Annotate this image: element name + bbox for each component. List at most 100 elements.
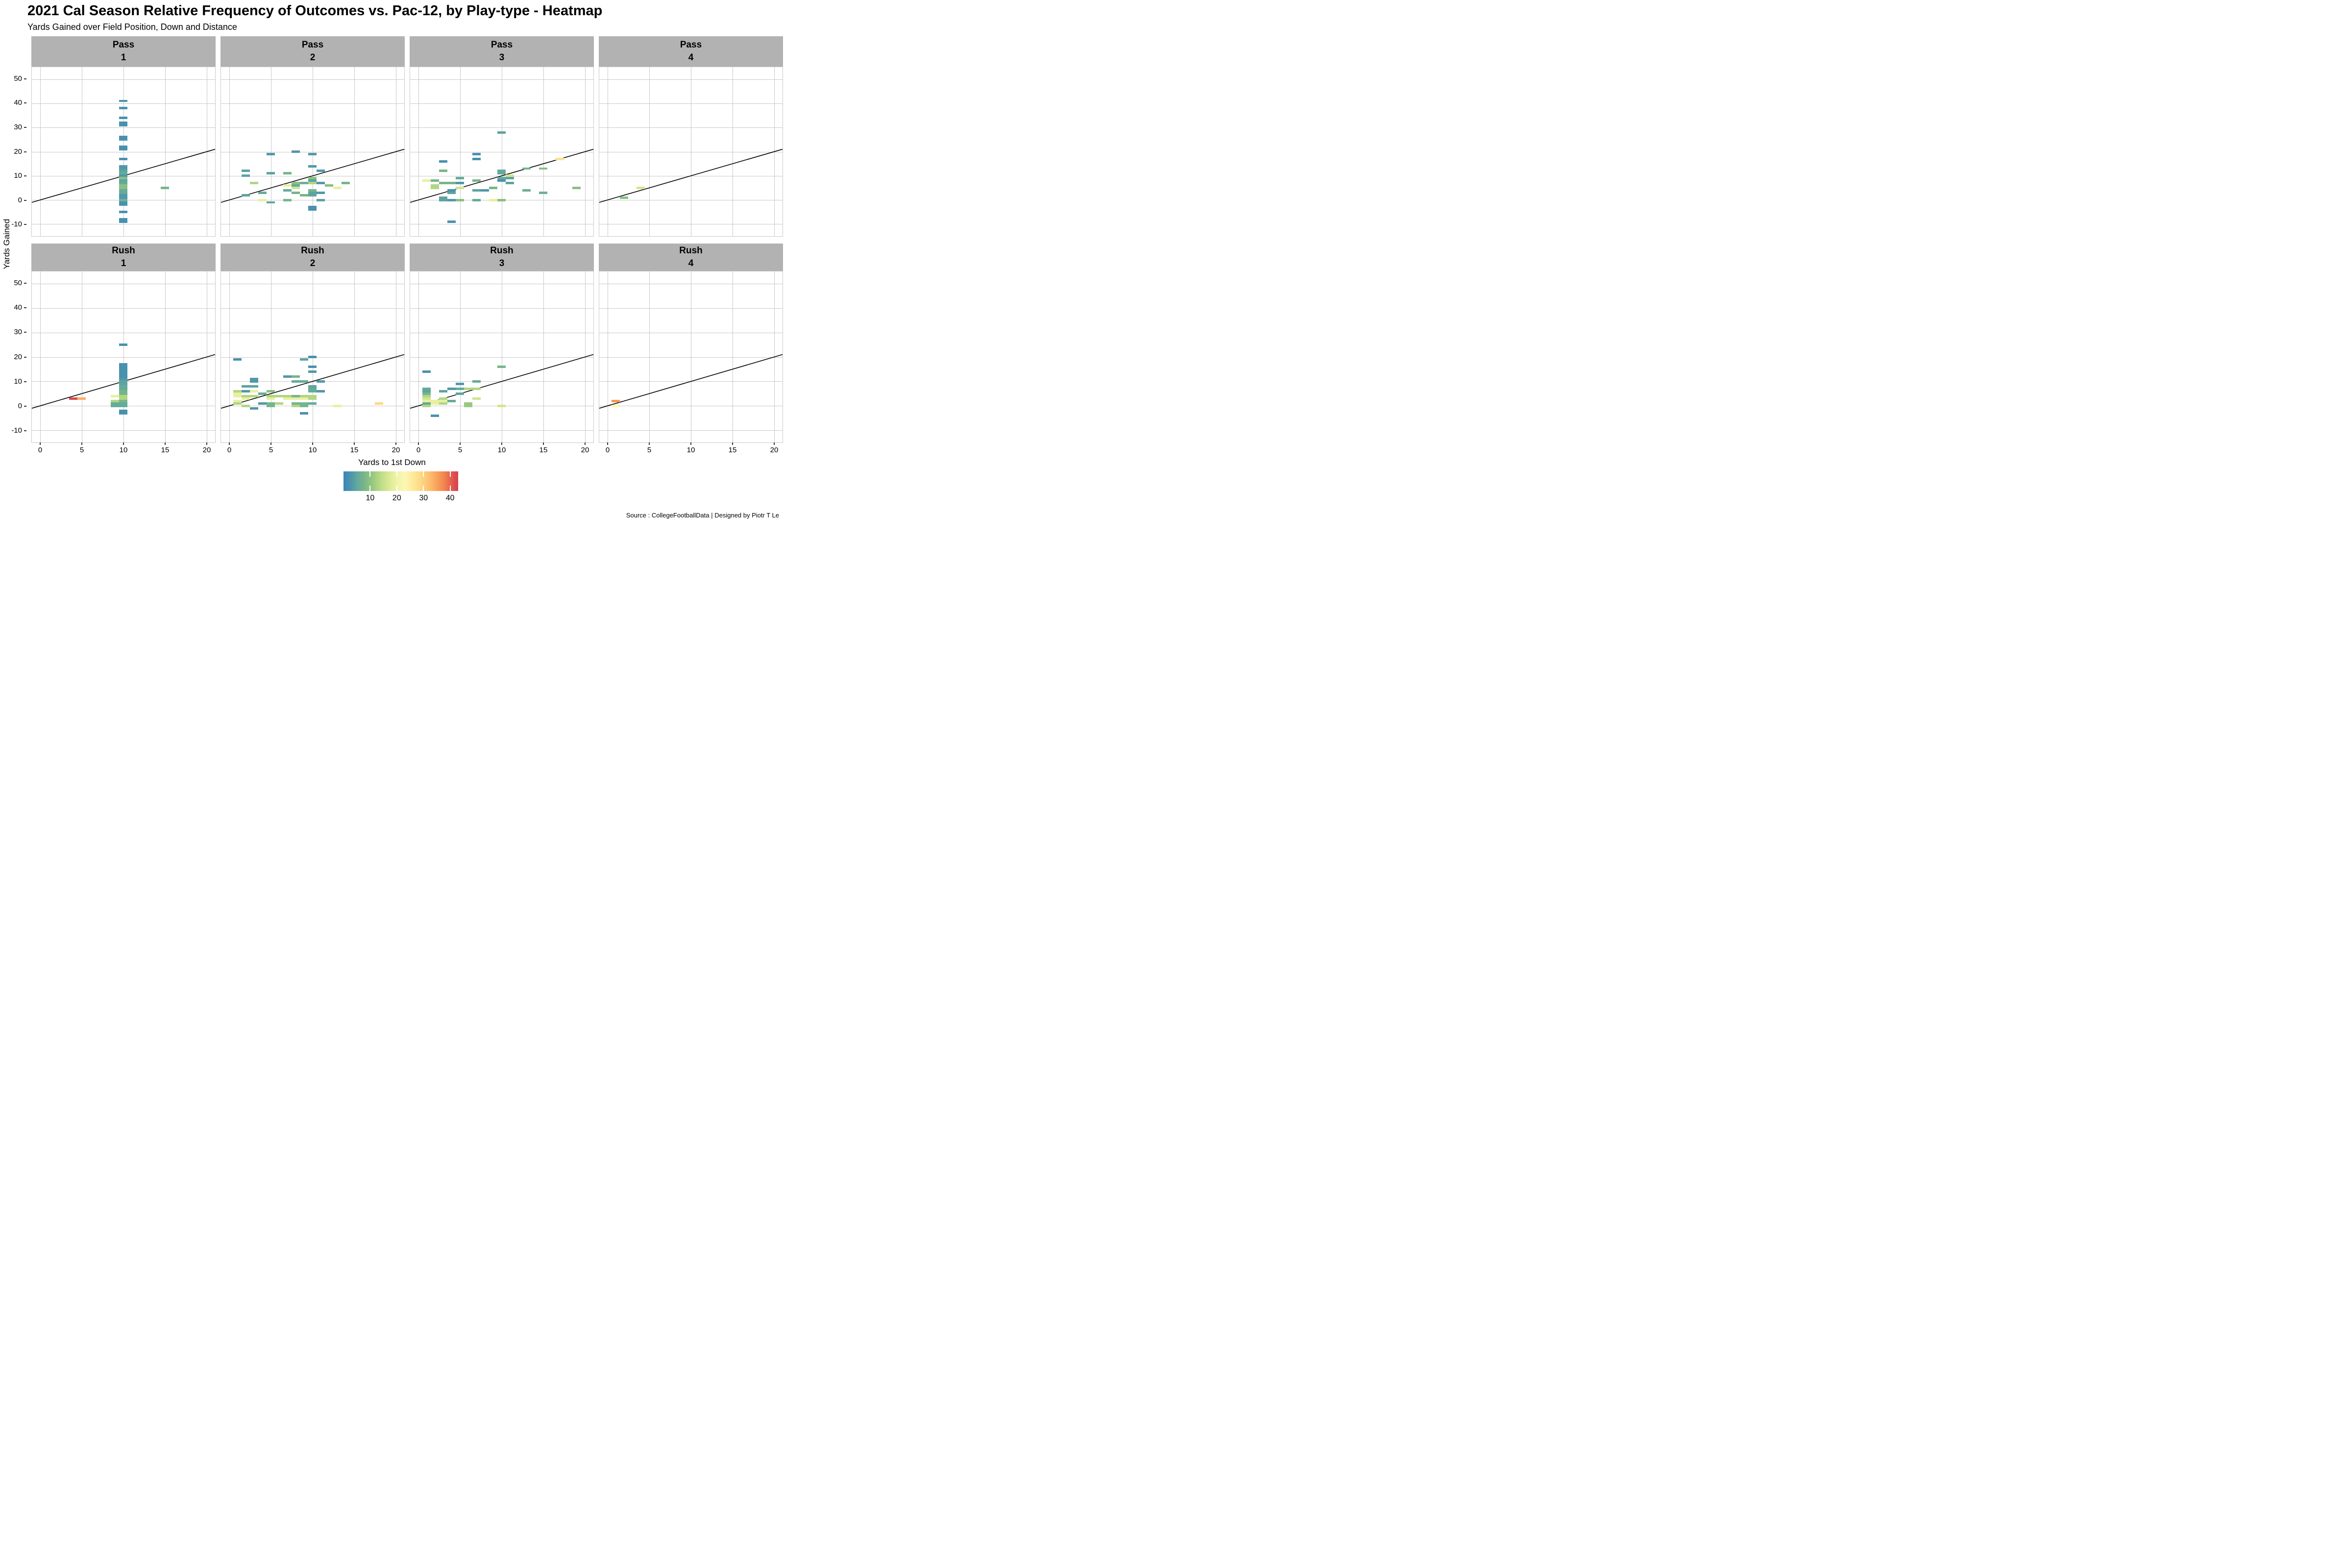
y-tick-mark <box>24 199 26 201</box>
heatmap-tile <box>242 170 250 172</box>
gridline-y <box>221 308 404 309</box>
heatmap-tile <box>431 184 440 187</box>
gridline-y <box>410 308 593 309</box>
y-tick-label: 50 <box>14 279 22 288</box>
heatmap-tile <box>119 387 128 390</box>
heatmap-tile <box>422 397 431 400</box>
heatmap-tile <box>439 170 448 172</box>
heatmap-tile <box>439 402 448 405</box>
heatmap-tile <box>292 397 300 400</box>
gridline-y <box>221 127 404 128</box>
legend-tick-label: 20 <box>392 494 401 502</box>
gridline-y <box>599 357 783 358</box>
x-tick-label: 15 <box>350 446 359 454</box>
strip-label-playtype: Rush <box>301 245 324 256</box>
gridline-y <box>32 357 215 358</box>
heatmap-tile <box>497 131 506 134</box>
heatmap-tile <box>292 402 300 405</box>
heatmap-tile <box>497 177 506 180</box>
heatmap-tile <box>431 179 440 182</box>
strip-label-playtype: Pass <box>490 40 513 50</box>
spacer <box>13 36 26 67</box>
gridline-y <box>599 308 783 309</box>
heatmap-tile <box>556 157 564 160</box>
facet-panel: 0 5 10 15 20 <box>31 271 216 454</box>
heatmap-tile <box>439 182 448 185</box>
heatmap-tile <box>119 165 128 168</box>
legend-tick-mark <box>449 471 451 477</box>
heatmap-tile <box>300 358 309 361</box>
facet-panel: 0 5 10 15 20 <box>220 271 405 454</box>
heatmap-tile <box>308 397 317 400</box>
strip-label-down: 1 <box>121 258 126 269</box>
x-tick-mark <box>690 442 691 445</box>
heatmap-tile <box>637 186 645 189</box>
heatmap-tile <box>119 343 128 346</box>
heatmap-tile <box>456 392 465 395</box>
heatmap-tile <box>119 409 128 412</box>
heatmap-tile <box>292 186 300 189</box>
identity-line <box>32 271 215 442</box>
heatmap-tile <box>119 189 128 192</box>
legend-tick-mark <box>369 471 371 477</box>
heatmap-tile <box>119 196 128 199</box>
heatmap-tile <box>620 196 629 199</box>
x-tick-mark <box>607 442 608 445</box>
heatmap-tile <box>308 191 317 194</box>
facet-strip: Rush 3 <box>410 244 594 271</box>
x-tick-label: 10 <box>308 446 317 454</box>
x-tick-mark <box>354 442 355 445</box>
x-tick-label: 20 <box>202 446 211 454</box>
heatmap-tile <box>250 182 259 185</box>
heatmap-tile <box>439 397 448 400</box>
heatmap-tile <box>539 167 548 170</box>
x-tick-mark <box>395 442 396 445</box>
heatmap-tile <box>250 390 259 392</box>
heatmap-tile <box>308 152 317 155</box>
heatmap-tile <box>497 404 506 407</box>
y-axis-labels: 50 40 30 20 10 0 -10 <box>11 271 26 443</box>
heatmap-tile <box>497 170 506 172</box>
x-tick-label: 5 <box>458 446 463 454</box>
facet-grid: Pass 1 Pass 2 Pass 3 Pass 4 50 40 30 20 10 0 -10 R… <box>11 36 783 454</box>
heatmap-tile <box>242 390 250 392</box>
heatmap-tile <box>119 220 128 223</box>
y-tick-mark <box>24 126 26 128</box>
heatmap-tile <box>506 177 514 180</box>
heatmap-tile <box>119 177 128 180</box>
heatmap-tile <box>308 179 317 182</box>
heatmap-tile <box>506 174 514 177</box>
spacer <box>410 237 594 244</box>
heatmap-tile <box>292 182 300 185</box>
source-credit: Source : CollegeFootballData | Designed … <box>626 512 779 519</box>
heatmap-tile <box>250 380 259 383</box>
facet-panel <box>220 67 405 237</box>
heatmap-tile <box>258 191 267 194</box>
x-tick-label: 15 <box>728 446 737 454</box>
y-tick-mark <box>24 430 26 431</box>
heatmap-tile <box>119 363 128 366</box>
identity-line <box>410 67 593 236</box>
heatmap-tile <box>489 186 498 189</box>
x-tick-label: 10 <box>497 446 506 454</box>
heatmap-tile <box>472 198 481 201</box>
heatmap-tile <box>317 170 325 172</box>
legend-tick-label: 40 <box>445 494 455 502</box>
heatmap-tile <box>308 206 317 209</box>
facet-panel: 0 5 10 15 20 <box>410 271 594 454</box>
spacer <box>31 237 216 244</box>
heatmap-tile <box>119 372 128 375</box>
heatmap-tile <box>119 157 128 160</box>
heatmap-tile <box>119 170 128 172</box>
heatmap-tile <box>242 385 250 388</box>
y-tick-label: 20 <box>14 147 22 156</box>
heatmap-tile <box>283 394 292 397</box>
color-legend: 10 20 30 40 <box>335 471 467 505</box>
heatmap-tile <box>233 390 242 392</box>
facet-strip: Pass 3 <box>410 36 594 67</box>
heatmap-tile <box>267 404 275 407</box>
heatmap-tile <box>119 382 128 385</box>
strip-label-down: 4 <box>688 52 694 63</box>
heatmap-tile <box>119 397 128 400</box>
heatmap-tile <box>447 189 456 192</box>
